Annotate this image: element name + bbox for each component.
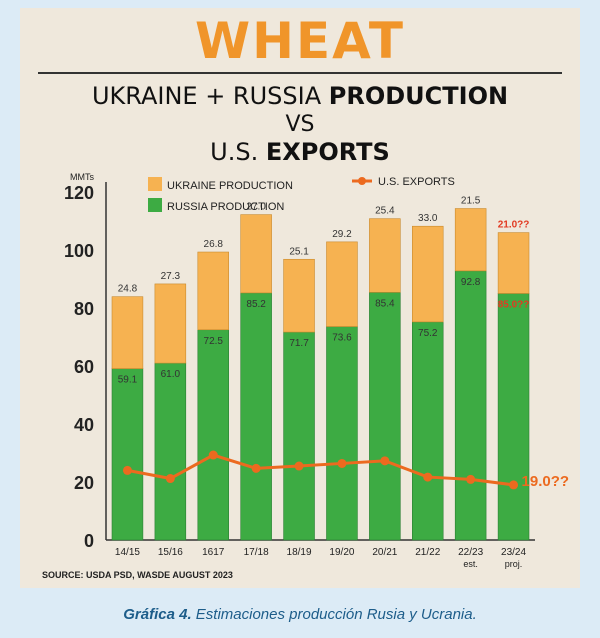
ukraine-bar bbox=[454, 208, 487, 272]
ukraine-value-label: 25.1 bbox=[289, 246, 309, 257]
x-tick-label: 17/18 bbox=[244, 547, 269, 558]
russia-value-label: 73.6 bbox=[332, 333, 352, 344]
source-note: SOURCE: USDA PSD, WASDE AUGUST 2023 bbox=[42, 570, 233, 580]
subtitle-vs: VS bbox=[285, 112, 315, 137]
x-tick-label: 15/16 bbox=[158, 547, 183, 558]
y-tick-label: 40 bbox=[74, 415, 94, 435]
russia-value-label: 71.7 bbox=[289, 338, 309, 349]
x-tick-label: 22/23 bbox=[458, 547, 483, 558]
subtitle-production: PRODUCTION bbox=[328, 82, 509, 110]
russia-value-label: 85.0?? bbox=[498, 300, 530, 311]
x-tick-label: 14/15 bbox=[115, 547, 140, 558]
x-tick-label: 20/21 bbox=[372, 547, 397, 558]
ukraine-bar bbox=[154, 283, 187, 364]
us-exports-value-label: 19.0?? bbox=[522, 473, 570, 490]
russia-value-label: 75.2 bbox=[418, 328, 438, 339]
subtitle-exports: EXPORTS bbox=[265, 138, 390, 166]
russia-value-label: 61.0 bbox=[161, 369, 181, 380]
legend-label-ukraine: UKRAINE PRODUCTION bbox=[167, 180, 293, 192]
x-tick-label: 23/24 bbox=[501, 547, 526, 558]
subtitle-line-3: U.S. EXPORTS bbox=[20, 138, 580, 166]
russia-bar bbox=[197, 329, 229, 541]
russia-bar bbox=[154, 362, 187, 541]
subtitle-ukraine-russia: UKRAINE + RUSSIA bbox=[91, 82, 329, 110]
ukraine-value-label: 27.3 bbox=[161, 271, 181, 282]
russia-bar bbox=[412, 321, 444, 541]
y-tick-label: 120 bbox=[64, 183, 94, 203]
legend-swatch-russia bbox=[148, 198, 162, 212]
ukraine-value-label: 33.0 bbox=[418, 213, 438, 224]
us-exports-point bbox=[337, 458, 347, 468]
wheat-chart: MMTs 0 20 40 60 80 100 120 59.1 24.8 14/15 61.0 27.3… bbox=[42, 172, 570, 580]
title-divider bbox=[38, 72, 562, 74]
y-axis-label: MMTs bbox=[70, 172, 94, 182]
ukraine-value-label: 21.5 bbox=[461, 196, 481, 207]
ukraine-value-label: 25.4 bbox=[375, 206, 395, 217]
us-exports-point bbox=[423, 472, 433, 482]
subtitle-line-1: UKRAINE + RUSSIA PRODUCTION bbox=[20, 82, 580, 110]
x-tick-sublabel: est. bbox=[463, 559, 478, 569]
x-tick-label: 21/22 bbox=[415, 547, 440, 558]
us-exports-point bbox=[509, 480, 519, 490]
russia-bar bbox=[369, 292, 401, 541]
y-tick-label: 80 bbox=[74, 299, 94, 319]
legend-marker-exports bbox=[358, 177, 366, 185]
legend-swatch-ukraine bbox=[148, 177, 162, 191]
subtitle-us: U.S. bbox=[210, 138, 266, 166]
ukraine-bar bbox=[412, 225, 444, 323]
y-tick-label: 0 bbox=[84, 531, 94, 551]
ukraine-value-label: 29.2 bbox=[332, 229, 352, 240]
russia-value-label: 85.4 bbox=[375, 298, 395, 309]
ukraine-value-label: 21.0?? bbox=[498, 220, 530, 231]
chart-title: WHEAT bbox=[194, 12, 406, 70]
ukraine-value-label: 26.8 bbox=[204, 239, 224, 250]
legend-label-russia: RUSSIA PRODUCTION bbox=[167, 201, 284, 213]
figure-caption: Gráfica 4. Estimaciones producción Rusia… bbox=[0, 606, 600, 623]
ukraine-bar bbox=[497, 232, 530, 294]
russia-bar bbox=[497, 293, 530, 541]
russia-bar bbox=[111, 368, 144, 541]
x-tick-sublabel: proj. bbox=[505, 559, 523, 569]
ukraine-bar bbox=[369, 218, 401, 293]
x-tick-label: 1617 bbox=[202, 547, 225, 558]
us-exports-point bbox=[466, 474, 476, 484]
caption-text: Estimaciones producción Rusia y Ucrania. bbox=[191, 606, 477, 623]
ukraine-bar bbox=[111, 296, 144, 369]
y-tick-label: 100 bbox=[64, 241, 94, 261]
russia-bar bbox=[326, 326, 358, 541]
ukraine-bar bbox=[283, 258, 315, 333]
russia-bar bbox=[454, 270, 487, 541]
us-exports-point bbox=[294, 461, 304, 471]
russia-bar bbox=[283, 331, 315, 541]
caption-label: Gráfica 4. bbox=[123, 606, 192, 623]
russia-value-label: 72.5 bbox=[204, 336, 224, 347]
us-exports-point bbox=[251, 463, 261, 473]
ukraine-bar bbox=[197, 251, 229, 331]
ukraine-bar bbox=[326, 241, 358, 327]
x-tick-label: 19/20 bbox=[329, 547, 354, 558]
us-exports-line bbox=[127, 453, 514, 487]
us-exports-point bbox=[165, 474, 175, 484]
russia-bar bbox=[240, 292, 272, 541]
us-exports-point bbox=[122, 465, 132, 475]
y-tick-label: 20 bbox=[74, 473, 94, 493]
ukraine-value-label: 27.0 bbox=[246, 202, 266, 213]
ukraine-value-label: 24.8 bbox=[118, 284, 138, 295]
us-exports-point bbox=[208, 450, 218, 460]
us-exports-point bbox=[380, 456, 390, 466]
ukraine-bar bbox=[240, 214, 272, 294]
legend-label-exports: U.S. EXPORTS bbox=[378, 176, 455, 188]
y-tick-label: 60 bbox=[74, 357, 94, 377]
russia-value-label: 59.1 bbox=[118, 375, 138, 386]
x-tick-label: 18/19 bbox=[287, 547, 312, 558]
russia-value-label: 92.8 bbox=[461, 277, 481, 288]
russia-value-label: 85.2 bbox=[246, 299, 266, 310]
